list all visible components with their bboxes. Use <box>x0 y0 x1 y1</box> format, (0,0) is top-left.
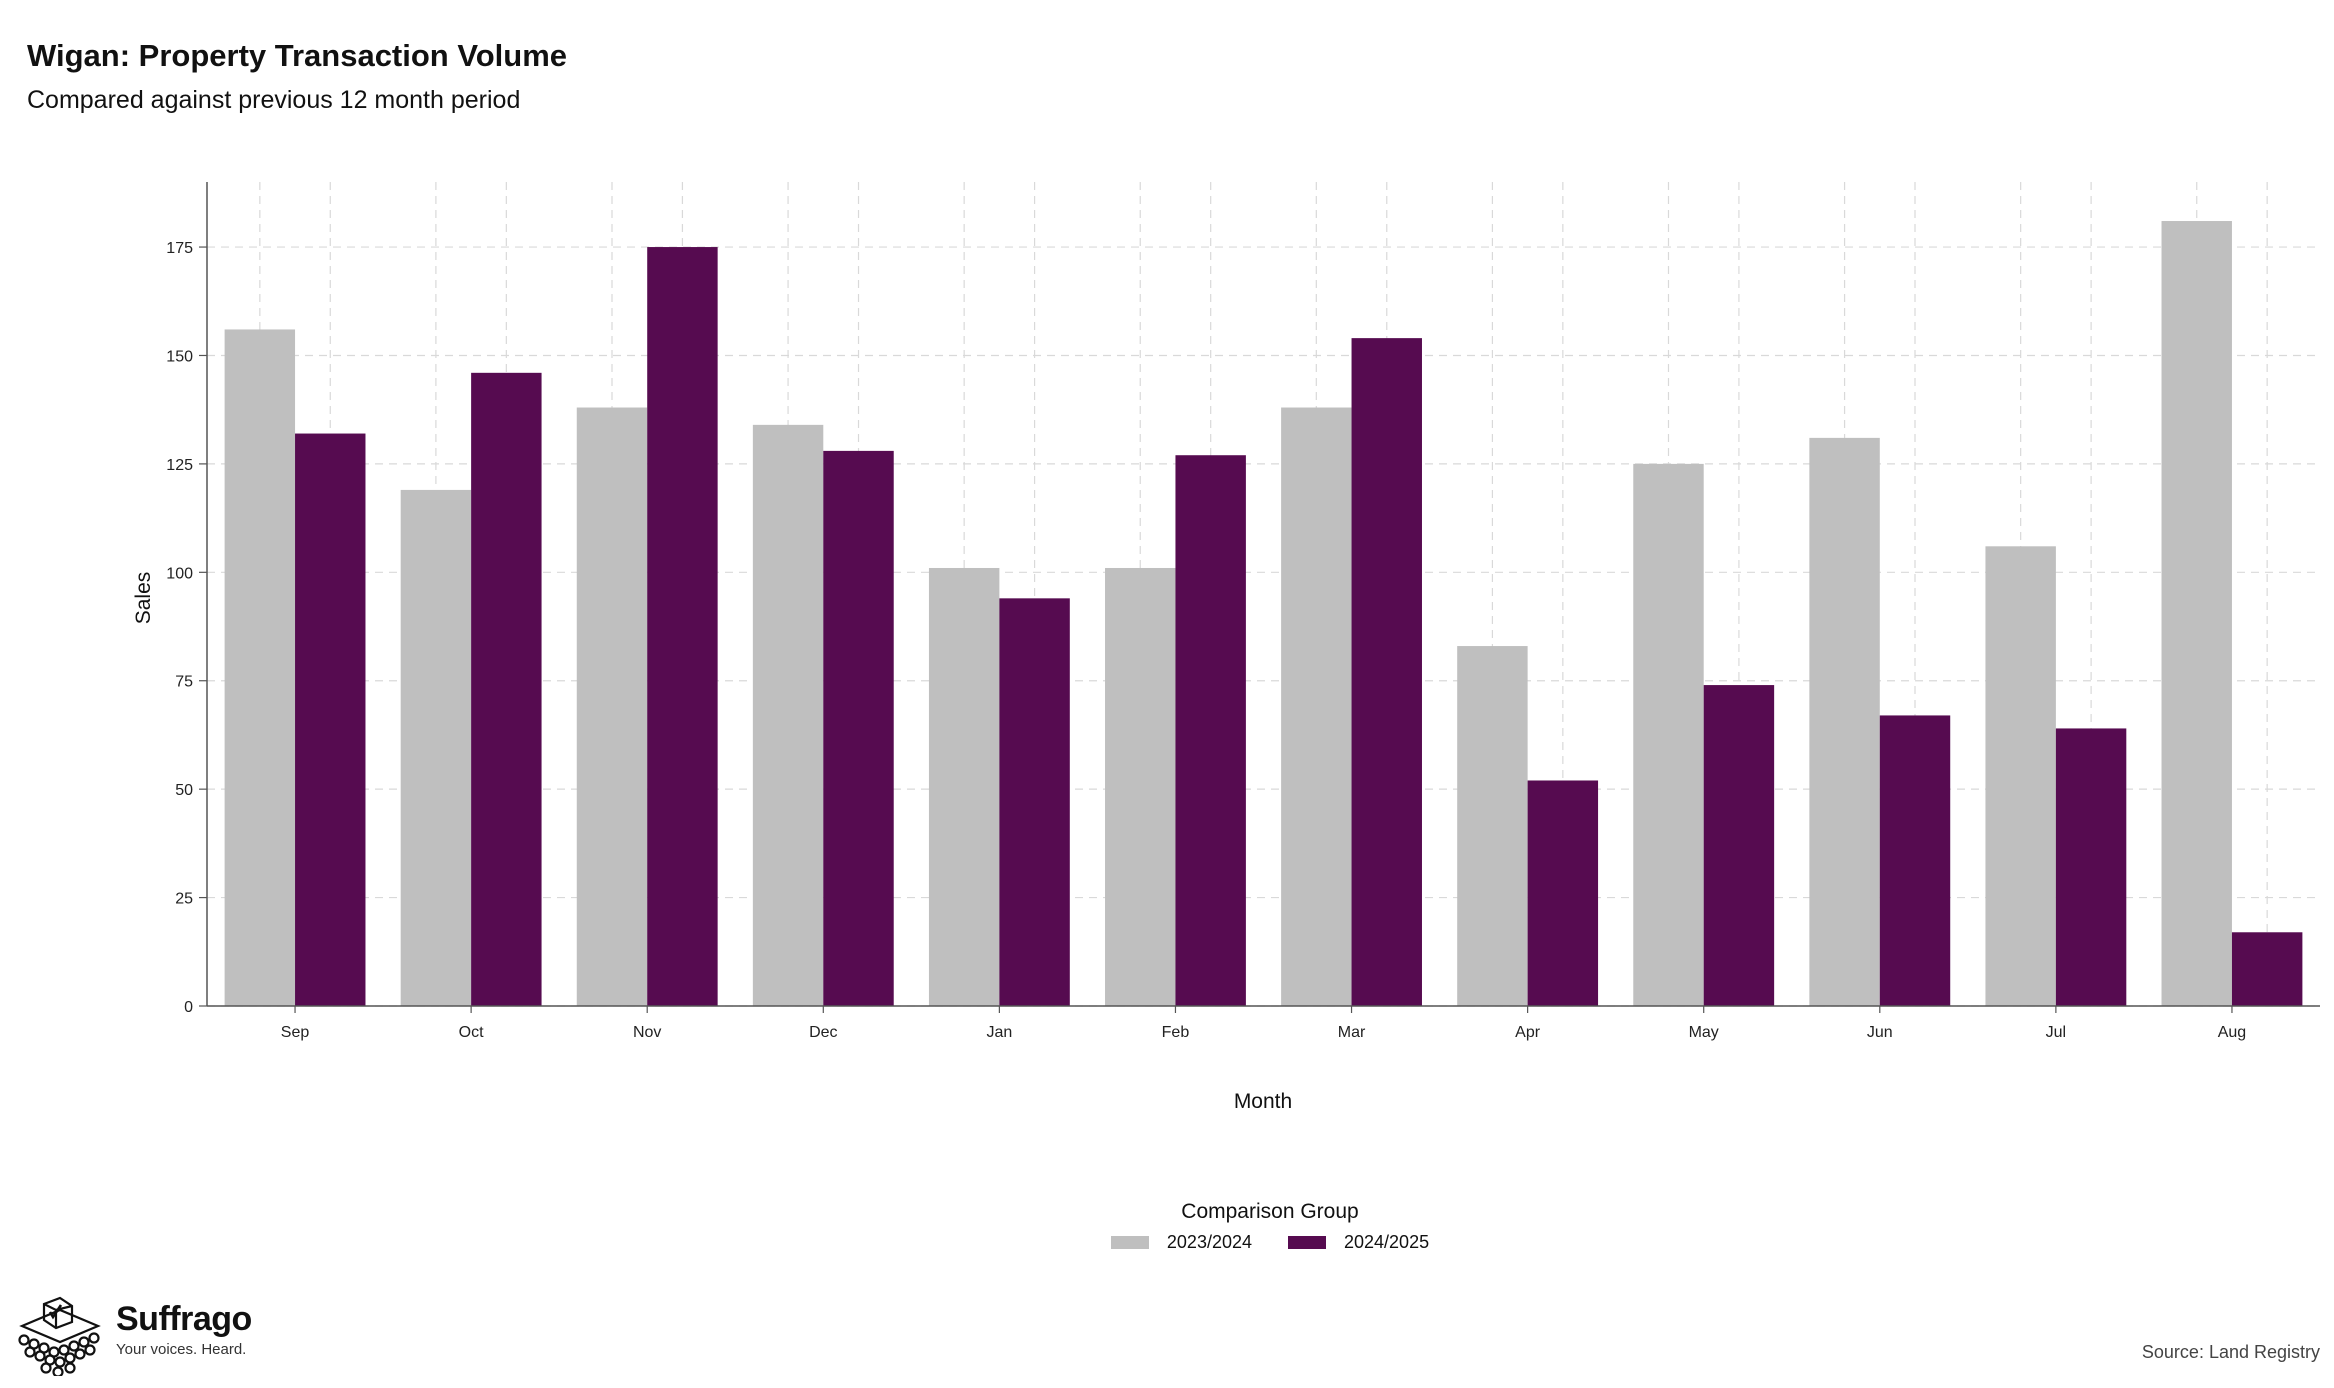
bar-2024-2025-may <box>1703 685 1775 1006</box>
y-tick-label-150: 150 <box>166 348 193 365</box>
ballot-box-icon <box>18 1296 101 1376</box>
x-tick-label-apr: Apr <box>1515 1024 1541 1041</box>
legend-item-2023-2024: 2023/2024 <box>1110 1232 1252 1253</box>
y-tick-label-125: 125 <box>166 457 193 474</box>
brand-tagline: Your voices. Heard. <box>116 1341 247 1358</box>
legend-swatch-2023-2024 <box>1110 1236 1149 1249</box>
y-tick-label-50: 50 <box>175 782 193 799</box>
bar-2023-2024-apr <box>1457 646 1528 1006</box>
y-tick-label-0: 0 <box>184 999 193 1016</box>
y-tick-label-75: 75 <box>175 674 193 691</box>
legend-swatch-2024-2025 <box>1288 1236 1326 1249</box>
bar-2024-2025-apr <box>1527 780 1599 1006</box>
bar-2023-2024-jul <box>1985 546 2056 1006</box>
bar-2023-2024-may <box>1633 463 1704 1006</box>
x-tick-label-jun: Jun <box>1867 1024 1893 1041</box>
legend: Comparison Group 2023/2024 2024/2025 <box>1060 1200 1480 1253</box>
legend-label-2024-2025: 2024/2025 <box>1344 1232 1430 1252</box>
bars <box>224 221 2303 1007</box>
x-tick-label-may: May <box>1689 1024 1719 1041</box>
chart-title: Wigan: Property Transaction Volume <box>27 38 568 73</box>
x-tick-label-aug: Aug <box>2218 1024 2246 1041</box>
y-tick-label-100: 100 <box>166 565 193 582</box>
bar-2023-2024-aug <box>2161 221 2232 1006</box>
bar-2023-2024-sep <box>224 329 296 1006</box>
chart-subtitle: Compared against previous 12 month perio… <box>27 86 521 114</box>
bar-2023-2024-jun <box>1809 437 1880 1007</box>
x-tick-label-nov: Nov <box>633 1024 661 1041</box>
x-tick-label-jul: Jul <box>2046 1024 2066 1041</box>
bar-2023-2024-mar <box>1281 407 1352 1007</box>
x-tick-label-jan: Jan <box>986 1024 1012 1041</box>
x-tick-label-mar: Mar <box>1338 1024 1366 1041</box>
bar-2023-2024-jan <box>928 567 1000 1006</box>
x-tick-label-dec: Dec <box>809 1024 837 1041</box>
legend-title: Comparison Group <box>1181 1200 1359 1223</box>
bar-2024-2025-sep <box>295 433 366 1006</box>
legend-items: 2023/2024 2024/2025 <box>1060 1232 1480 1253</box>
bar-2024-2025-oct <box>471 372 542 1006</box>
bar-2023-2024-feb <box>1105 567 1176 1006</box>
y-tick-label-25: 25 <box>175 891 193 908</box>
brand-name: Suffrago <box>116 1300 252 1338</box>
axes: 0 25 50 75 100 125 150 175 Sep Oct Nov Dec Jan Feb Mar… <box>166 182 2320 1041</box>
bar-2023-2024-oct <box>400 489 472 1007</box>
bar-2023-2024-nov <box>576 407 648 1007</box>
bar-2024-2025-feb <box>1175 455 1246 1006</box>
bar-2024-2025-aug <box>2231 932 2303 1006</box>
x-tick-label-oct: Oct <box>459 1024 484 1041</box>
bar-chart: 0 25 50 75 100 125 150 175 Sep Oct Nov Dec Jan Feb Mar… <box>132 182 2320 1113</box>
bar-2024-2025-jul <box>2055 728 2127 1006</box>
x-tick-label-feb: Feb <box>1162 1024 1190 1041</box>
legend-item-2024-2025: 2024/2025 <box>1288 1232 1429 1253</box>
bar-2024-2025-jun <box>1879 715 1951 1006</box>
source-note: Source: Land Registry <box>2141 1342 2320 1362</box>
bar-2024-2025-jan <box>999 598 1070 1006</box>
bar-2024-2025-dec <box>823 450 894 1006</box>
x-axis-title: Month <box>1234 1090 1292 1113</box>
brand-logo: Suffrago Your voices. Heard. <box>14 1296 252 1376</box>
bar-2023-2024-dec <box>752 424 824 1006</box>
legend-label-2023-2024: 2023/2024 <box>1166 1232 1252 1252</box>
bar-2024-2025-nov <box>647 247 718 1007</box>
y-tick-label-175: 175 <box>166 240 193 257</box>
y-axis-title: Sales <box>132 572 155 625</box>
bar-2024-2025-mar <box>1351 338 1422 1006</box>
x-tick-label-sep: Sep <box>281 1024 310 1041</box>
